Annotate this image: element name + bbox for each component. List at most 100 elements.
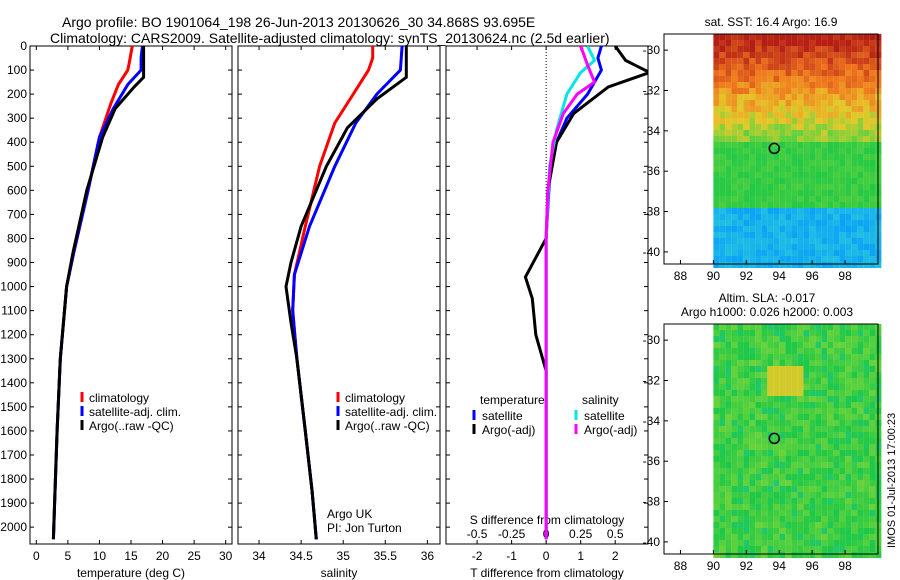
map-cell (857, 52, 864, 58)
map-cell (845, 486, 852, 492)
map-cell (785, 546, 792, 552)
map-cell (713, 166, 720, 172)
map-cell (791, 58, 798, 64)
map-cell (731, 342, 738, 348)
map-cell (737, 414, 744, 420)
map-cell (821, 504, 828, 510)
map-cell (779, 324, 786, 330)
map-cell (767, 262, 774, 268)
map-cell (857, 76, 864, 82)
map-cell (869, 124, 876, 130)
map-cell (731, 166, 738, 172)
map-cell (713, 118, 720, 124)
map-cell (737, 528, 744, 534)
map-cell (713, 178, 720, 184)
map-cell (851, 76, 858, 82)
map-cell (737, 178, 744, 184)
map-cell (743, 450, 750, 456)
map-cell (821, 324, 828, 330)
map-cell (725, 492, 732, 498)
map-cell (725, 34, 732, 40)
map-cell (791, 190, 798, 196)
map-cell (827, 528, 834, 534)
map-cell (731, 438, 738, 444)
map-cell (737, 408, 744, 414)
map-cell (755, 142, 762, 148)
map-cell (725, 196, 732, 202)
map-cell (809, 480, 816, 486)
map-cell (749, 372, 756, 378)
map-cell (857, 82, 864, 88)
map-cell (845, 522, 852, 528)
map-cell (761, 468, 768, 474)
map-cell (767, 456, 774, 462)
map-cell (833, 118, 840, 124)
map-cell (743, 52, 750, 58)
map-cell (791, 250, 798, 256)
legend-label: climatology (345, 391, 405, 405)
map-cell (719, 160, 726, 166)
map-cell (821, 256, 828, 262)
map-cell (761, 232, 768, 238)
map-cell (761, 130, 768, 136)
map-cell (731, 492, 738, 498)
map-cell (863, 444, 870, 450)
map-cell (827, 214, 834, 220)
map-cell (779, 390, 786, 396)
map-cell (839, 366, 846, 372)
map-cell (845, 226, 852, 232)
map-cell (821, 468, 828, 474)
map-cell (791, 70, 798, 76)
map-cell (725, 390, 732, 396)
map-cell (779, 148, 786, 154)
map-cell (803, 510, 810, 516)
map-cell (845, 456, 852, 462)
map-cell (851, 160, 858, 166)
map-cell (797, 540, 804, 546)
map-cell (779, 34, 786, 40)
map-cell (815, 220, 822, 226)
map-cell (809, 444, 816, 450)
map-cell (785, 342, 792, 348)
map-cell (827, 52, 834, 58)
map-cell (797, 444, 804, 450)
map-cell (827, 142, 834, 148)
map-cell (827, 88, 834, 94)
map-cell (869, 52, 876, 58)
map-cell (767, 160, 774, 166)
map-cell (743, 396, 750, 402)
map-cell (755, 64, 762, 70)
map-cell (827, 336, 834, 342)
map-cell (785, 336, 792, 342)
map-cell (803, 94, 810, 100)
map-cell (761, 250, 768, 256)
map-cell (809, 190, 816, 196)
map-cell (833, 360, 840, 366)
map-cell (851, 58, 858, 64)
map-cell (731, 76, 738, 82)
map-cell (809, 238, 816, 244)
map-cell (725, 516, 732, 522)
map-cell (767, 166, 774, 172)
map-cell (761, 118, 768, 124)
map-cell (761, 354, 768, 360)
x-tick-label: 0 (33, 549, 40, 563)
map-cell (863, 250, 870, 256)
map-cell (725, 214, 732, 220)
map-cell (731, 88, 738, 94)
map-cell (731, 408, 738, 414)
map-cell (821, 124, 828, 130)
map-cell (821, 214, 828, 220)
map-cell (863, 262, 870, 268)
map-cell (773, 414, 780, 420)
map-cell (869, 546, 876, 552)
map-cell (749, 202, 756, 208)
map-cell (773, 208, 780, 214)
map-cell (773, 444, 780, 450)
map-cell (833, 196, 840, 202)
map-cell (713, 82, 720, 88)
lat-tick-label: -40 (643, 245, 661, 259)
map-cell (791, 402, 798, 408)
map-cell (731, 432, 738, 438)
map-cell (815, 324, 822, 330)
